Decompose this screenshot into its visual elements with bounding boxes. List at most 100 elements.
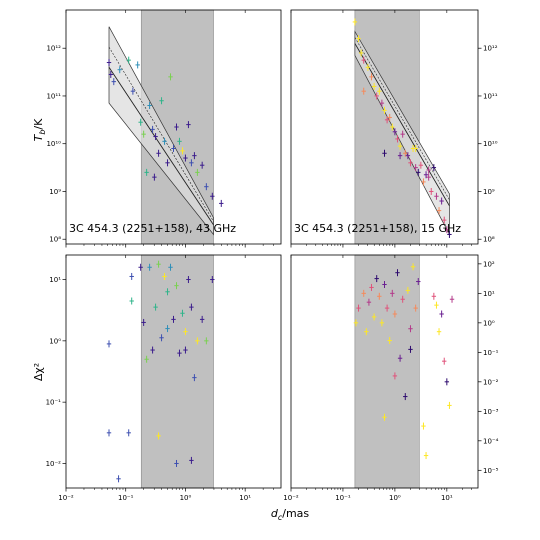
y-tick-label: 10¹⁰ — [483, 140, 498, 148]
data-point — [423, 171, 429, 179]
data-point — [174, 123, 179, 131]
data-point — [413, 164, 418, 172]
data-point — [447, 230, 452, 238]
data-point — [174, 282, 179, 290]
x-tick-label: 10¹ — [239, 494, 251, 502]
data-point — [144, 355, 149, 363]
data-point — [204, 337, 209, 345]
data-point — [395, 135, 400, 143]
data-point — [369, 73, 374, 81]
data-point — [431, 292, 437, 300]
x-tick-label: 10⁻² — [58, 494, 74, 502]
y-tick-label: 10⁹ — [49, 188, 61, 196]
data-point — [421, 422, 426, 430]
data-point — [447, 401, 452, 409]
data-point — [449, 295, 455, 303]
data-point — [429, 187, 434, 195]
data-point — [377, 87, 382, 95]
data-point — [186, 276, 191, 284]
data-point — [374, 92, 379, 100]
data-point — [106, 429, 112, 437]
data-point — [129, 297, 134, 305]
data-point — [361, 87, 366, 95]
y-tick-label: 10¹¹ — [483, 92, 498, 100]
data-point — [130, 87, 136, 95]
data-point — [189, 159, 194, 167]
data-point — [379, 319, 385, 327]
data-point — [195, 168, 200, 176]
y-tick-label: 10¹⁰ — [46, 140, 61, 148]
data-point — [199, 161, 205, 169]
data-point — [165, 288, 170, 296]
data-point — [147, 263, 152, 271]
data-point — [183, 154, 188, 162]
data-point — [366, 298, 372, 306]
fit-confidence-band — [108, 26, 214, 236]
data-point — [408, 159, 413, 167]
data-point — [210, 276, 215, 284]
data-point — [177, 137, 182, 145]
data-point — [382, 413, 387, 421]
data-point — [387, 113, 392, 121]
data-point — [141, 318, 146, 326]
data-point — [436, 328, 442, 336]
data-point — [189, 456, 194, 464]
y-tick-label: 10¹ — [483, 290, 495, 298]
data-point — [439, 310, 444, 318]
x-tick-label: 10⁰ — [389, 494, 401, 502]
data-point — [183, 346, 188, 354]
y-tick-label: 10¹ — [49, 276, 61, 284]
data-point — [405, 286, 411, 294]
data-point — [361, 289, 366, 297]
data-point — [141, 130, 146, 138]
axes-frame — [65, 254, 282, 489]
fit-line — [108, 67, 214, 226]
data-point — [159, 334, 164, 342]
data-point — [444, 226, 450, 234]
data-point — [356, 304, 361, 312]
y-tick-label: 10⁻⁴ — [483, 437, 499, 445]
data-point — [390, 289, 395, 297]
data-point — [152, 173, 157, 181]
data-point — [434, 301, 439, 309]
x-tick-label: 10⁻¹ — [335, 494, 351, 502]
data-point — [165, 159, 170, 167]
data-point — [442, 216, 447, 224]
data-point — [374, 275, 379, 283]
data-point — [434, 192, 439, 200]
data-point — [153, 303, 158, 311]
data-point — [135, 61, 140, 69]
data-point — [416, 168, 421, 176]
shaded-region — [140, 254, 214, 489]
data-point — [156, 432, 161, 440]
data-point — [392, 310, 398, 318]
data-point — [410, 263, 416, 271]
data-point — [426, 173, 431, 181]
y-tick-label: 10² — [483, 260, 495, 268]
fit-line-dashed — [108, 46, 214, 222]
data-point — [199, 315, 205, 323]
data-point — [439, 197, 444, 205]
data-point — [126, 56, 131, 64]
data-point — [168, 73, 173, 81]
y-axis-label-top: Tb/K — [32, 118, 47, 142]
data-point — [418, 161, 424, 169]
x-tick-label: 10¹ — [441, 494, 453, 502]
y-tick-label: 10¹¹ — [46, 92, 61, 100]
data-point — [192, 152, 197, 160]
data-point — [421, 178, 426, 186]
axes-frame — [290, 9, 479, 245]
data-point — [219, 199, 224, 207]
data-point — [384, 116, 390, 124]
data-point — [431, 164, 437, 172]
data-point — [162, 272, 167, 280]
data-point — [379, 99, 385, 107]
data-point — [192, 374, 197, 382]
panel-bottom-right: 10⁻² 10⁻¹ 10⁰ 10¹ 10⁻⁵ 10⁻⁴ 10⁻³ 10⁻² 10⁻¹ 10⁰ 10¹… — [283, 254, 499, 502]
data-point — [117, 66, 122, 74]
data-point — [116, 475, 121, 483]
y-tick-label: 10⁻¹ — [483, 349, 499, 357]
data-point — [400, 295, 405, 303]
data-point — [400, 130, 405, 138]
x-tick-label: 10⁻² — [283, 494, 299, 502]
